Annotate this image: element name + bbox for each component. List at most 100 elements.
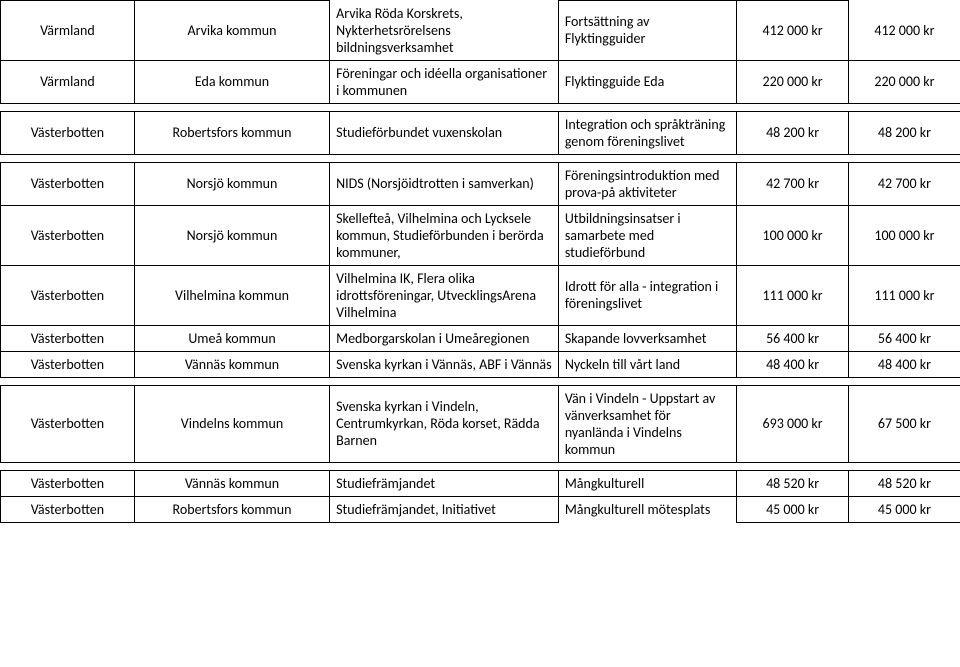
table-row: VästerbottenNorsjö kommunNIDS (Norsjöidt… bbox=[1, 162, 960, 205]
spacer-cell bbox=[848, 103, 960, 111]
cell-org: Studieförbundet vuxenskolan bbox=[330, 111, 559, 154]
cell-proj: Vän i Vindeln - Uppstart av vänverksamhe… bbox=[558, 385, 737, 462]
spacer-cell bbox=[737, 154, 849, 162]
cell-region: Västerbotten bbox=[1, 205, 135, 265]
cell-amt1: 42 700 kr bbox=[737, 162, 849, 205]
cell-amt2: 45 000 kr bbox=[848, 496, 960, 522]
spacer-cell bbox=[1, 103, 135, 111]
cell-region: Västerbotten bbox=[1, 351, 135, 377]
spacer-cell bbox=[737, 103, 849, 111]
cell-amt2: 220 000 kr bbox=[848, 60, 960, 103]
spacer-cell bbox=[558, 462, 737, 470]
cell-amt1: 111 000 kr bbox=[737, 265, 849, 325]
cell-kommun: Robertsfors kommun bbox=[134, 111, 329, 154]
table-row: VärmlandEda kommunFöreningar och idéella… bbox=[1, 60, 960, 103]
cell-region: Västerbotten bbox=[1, 162, 135, 205]
cell-amt2: 48 200 kr bbox=[848, 111, 960, 154]
table-row: VästerbottenVännäs kommunStudiefrämjande… bbox=[1, 470, 960, 496]
table-row: VästerbottenRobertsfors kommunStudieförb… bbox=[1, 111, 960, 154]
table-row: VästerbottenVindelns kommunSvenska kyrka… bbox=[1, 385, 960, 462]
cell-amt2: 56 400 kr bbox=[848, 325, 960, 351]
spacer-cell bbox=[1, 377, 135, 385]
cell-kommun: Vindelns kommun bbox=[134, 385, 329, 462]
table-row: VästerbottenUmeå kommunMedborgarskolan i… bbox=[1, 325, 960, 351]
cell-proj: Utbildningsinsatser i samarbete med stud… bbox=[558, 205, 737, 265]
cell-org: NIDS (Norsjöidtrotten i samverkan) bbox=[330, 162, 559, 205]
cell-org: Skellefteå, Vilhelmina och Lycksele komm… bbox=[330, 205, 559, 265]
cell-amt2: 412 000 kr bbox=[848, 1, 960, 61]
spacer-cell bbox=[848, 462, 960, 470]
spacer-cell bbox=[558, 154, 737, 162]
cell-kommun: Norsjö kommun bbox=[134, 205, 329, 265]
spacer-cell bbox=[330, 154, 559, 162]
cell-amt2: 42 700 kr bbox=[848, 162, 960, 205]
cell-amt1: 220 000 kr bbox=[737, 60, 849, 103]
cell-amt1: 45 000 kr bbox=[737, 496, 849, 522]
cell-org: Svenska kyrkan i Vindeln, Centrumkyrkan,… bbox=[330, 385, 559, 462]
spacer-cell bbox=[737, 377, 849, 385]
cell-kommun: Vännäs kommun bbox=[134, 351, 329, 377]
cell-kommun: Vilhelmina kommun bbox=[134, 265, 329, 325]
cell-org: Studiefrämjandet, Initiativet bbox=[330, 496, 559, 522]
table-row: VästerbottenNorsjö kommunSkellefteå, Vil… bbox=[1, 205, 960, 265]
spacer-cell bbox=[330, 462, 559, 470]
cell-proj: Nyckeln till vårt land bbox=[558, 351, 737, 377]
cell-proj: Mångkulturell mötesplats bbox=[558, 496, 737, 522]
cell-region: Västerbotten bbox=[1, 470, 135, 496]
cell-region: Västerbotten bbox=[1, 496, 135, 522]
table-row: VästerbottenVilhelmina kommunVilhelmina … bbox=[1, 265, 960, 325]
spacer-cell bbox=[134, 154, 329, 162]
table-row: VästerbottenVännäs kommunSvenska kyrkan … bbox=[1, 351, 960, 377]
cell-region: Västerbotten bbox=[1, 385, 135, 462]
cell-region: Västerbotten bbox=[1, 265, 135, 325]
cell-kommun: Arvika kommun bbox=[134, 1, 329, 61]
cell-amt1: 48 400 kr bbox=[737, 351, 849, 377]
spacer-cell bbox=[134, 103, 329, 111]
spacer-cell bbox=[1, 462, 135, 470]
cell-proj: Integration och språkträning genom fören… bbox=[558, 111, 737, 154]
cell-proj: Flyktingguide Eda bbox=[558, 60, 737, 103]
cell-amt1: 48 200 kr bbox=[737, 111, 849, 154]
spacer-cell bbox=[848, 154, 960, 162]
spacer-row bbox=[1, 154, 960, 162]
cell-amt1: 48 520 kr bbox=[737, 470, 849, 496]
data-table-container: VärmlandArvika kommunArvika Röda Korskre… bbox=[0, 0, 960, 523]
spacer-cell bbox=[737, 462, 849, 470]
spacer-cell bbox=[558, 103, 737, 111]
cell-amt2: 48 520 kr bbox=[848, 470, 960, 496]
cell-kommun: Vännäs kommun bbox=[134, 470, 329, 496]
cell-org: Föreningar och idéella organisationer i … bbox=[330, 60, 559, 103]
cell-kommun: Eda kommun bbox=[134, 60, 329, 103]
spacer-row bbox=[1, 462, 960, 470]
spacer-cell bbox=[848, 377, 960, 385]
spacer-cell bbox=[558, 377, 737, 385]
spacer-row bbox=[1, 377, 960, 385]
cell-amt1: 56 400 kr bbox=[737, 325, 849, 351]
cell-region: Västerbotten bbox=[1, 325, 135, 351]
cell-kommun: Umeå kommun bbox=[134, 325, 329, 351]
cell-amt1: 693 000 kr bbox=[737, 385, 849, 462]
data-table: VärmlandArvika kommunArvika Röda Korskre… bbox=[0, 0, 960, 523]
cell-amt2: 48 400 kr bbox=[848, 351, 960, 377]
table-row: VästerbottenRobertsfors kommunStudiefräm… bbox=[1, 496, 960, 522]
cell-region: Västerbotten bbox=[1, 111, 135, 154]
cell-amt1: 100 000 kr bbox=[737, 205, 849, 265]
cell-org: Svenska kyrkan i Vännäs, ABF i Vännäs bbox=[330, 351, 559, 377]
cell-proj: Skapande lovverksamhet bbox=[558, 325, 737, 351]
cell-org: Medborgarskolan i Umeåregionen bbox=[330, 325, 559, 351]
cell-org: Studiefrämjandet bbox=[330, 470, 559, 496]
cell-amt2: 100 000 kr bbox=[848, 205, 960, 265]
spacer-cell bbox=[330, 103, 559, 111]
table-row: VärmlandArvika kommunArvika Röda Korskre… bbox=[1, 1, 960, 61]
spacer-cell bbox=[1, 154, 135, 162]
cell-region: Värmland bbox=[1, 1, 135, 61]
cell-proj: Fortsättning av Flyktingguider bbox=[558, 1, 737, 61]
cell-amt2: 111 000 kr bbox=[848, 265, 960, 325]
cell-amt2: 67 500 kr bbox=[848, 385, 960, 462]
spacer-cell bbox=[330, 377, 559, 385]
spacer-row bbox=[1, 103, 960, 111]
cell-kommun: Robertsfors kommun bbox=[134, 496, 329, 522]
cell-amt1: 412 000 kr bbox=[737, 1, 849, 61]
cell-proj: Mångkulturell bbox=[558, 470, 737, 496]
cell-kommun: Norsjö kommun bbox=[134, 162, 329, 205]
